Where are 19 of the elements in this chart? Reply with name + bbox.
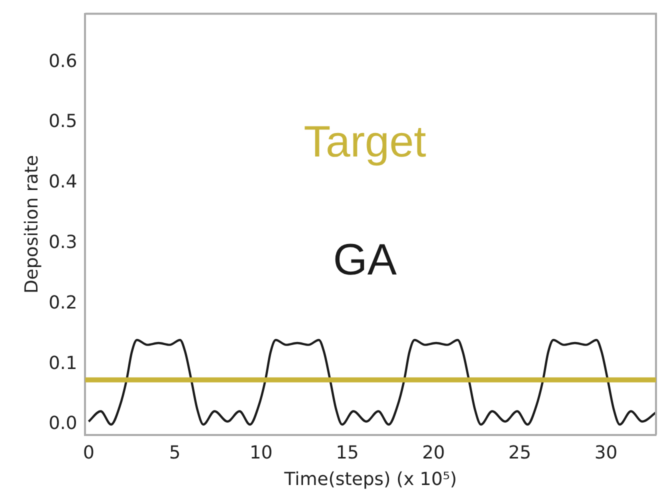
- x-tick-label: 30: [594, 442, 618, 464]
- x-axis-title: Time(steps) (x 10⁵): [283, 468, 457, 490]
- x-tick-label: 25: [508, 442, 532, 464]
- y-tick-label: 0.1: [48, 352, 78, 374]
- ref-line-label: Target: [304, 117, 426, 166]
- series-label: GA: [333, 235, 398, 284]
- x-tick-label: 5: [169, 442, 181, 464]
- y-tick-label: 0.0: [48, 413, 78, 434]
- x-tick-label: 15: [336, 442, 359, 464]
- y-tick-label: 0.6: [48, 50, 78, 72]
- y-tick-label: 0.4: [48, 172, 78, 193]
- y-axis-title: Deposition rate: [21, 155, 42, 294]
- x-tick-label: 0: [82, 442, 94, 464]
- x-tick-label: 10: [250, 442, 273, 464]
- y-tick-label: 0.3: [48, 232, 78, 253]
- y-tick-label: 0.5: [48, 111, 78, 132]
- line-series: [88, 338, 656, 426]
- y-tick-label: 0.2: [48, 292, 78, 314]
- x-tick-label: 20: [422, 442, 446, 464]
